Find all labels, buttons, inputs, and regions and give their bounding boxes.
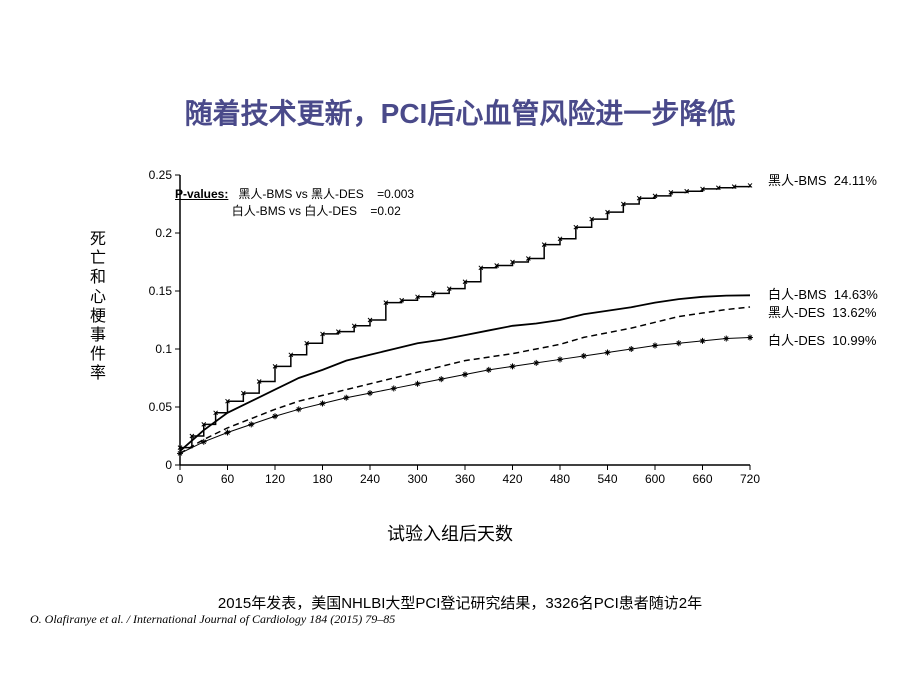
svg-text:0: 0 [177,472,184,486]
label-white-des: 白人-DES 10.99% [768,330,876,349]
x-axis-label: 试验入组后天数 [140,520,760,546]
label-white-bms: 白人-BMS 14.63% [768,284,878,303]
svg-text:0.15: 0.15 [149,284,173,298]
svg-text:180: 180 [312,472,332,486]
label-black-des: 黑人-DES 13.62% [768,302,876,321]
label-black-bms: 黑人-BMS 24.11% [768,170,877,189]
slide-title: 随着技术更新，PCI后心血管风险进一步降低 [0,92,920,132]
svg-text:420: 420 [502,472,522,486]
svg-text:240: 240 [360,472,380,486]
svg-text:0.05: 0.05 [149,400,173,414]
svg-text:0.25: 0.25 [149,168,173,182]
subtitle: 2015年发表，美国NHLBI大型PCI登记研究结果，3326名PCI患者随访2… [0,592,920,613]
svg-text:720: 720 [740,472,760,486]
pvalues-legend: P-values: 黑人-BMS vs 黑人-DES =0.003 白人-BMS… [175,185,414,219]
svg-text:0.2: 0.2 [155,226,172,240]
svg-text:0: 0 [165,458,172,472]
svg-text:600: 600 [645,472,665,486]
svg-text:360: 360 [455,472,475,486]
svg-text:480: 480 [550,472,570,486]
svg-text:660: 660 [692,472,712,486]
y-axis-label: 死亡和心梗事件率 [90,230,106,384]
citation: O. Olafiranye et al. / International Jou… [30,612,395,627]
svg-text:120: 120 [265,472,285,486]
svg-text:300: 300 [407,472,427,486]
svg-text:60: 60 [221,472,235,486]
svg-text:540: 540 [597,472,617,486]
svg-text:0.1: 0.1 [155,342,172,356]
